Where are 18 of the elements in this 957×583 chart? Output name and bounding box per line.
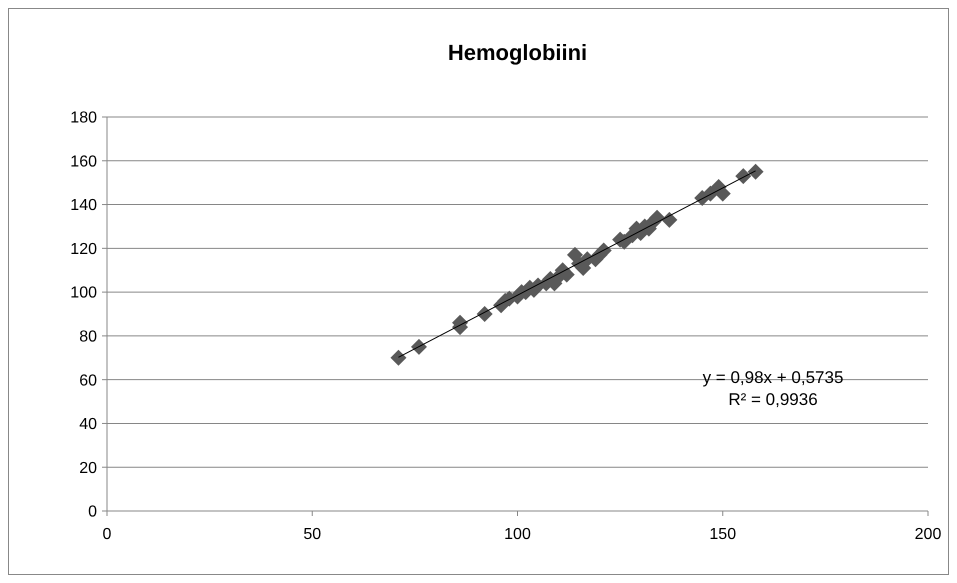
- x-tick-label: 50: [303, 526, 322, 543]
- annotation: R² = 0,9936: [728, 390, 818, 409]
- y-tick-label: 160: [70, 153, 98, 170]
- annotation: y = 0,98x + 0,5735: [702, 368, 844, 387]
- y-tick-label: 140: [70, 197, 98, 214]
- y-tick-label: 180: [70, 110, 98, 127]
- y-tick-label: 40: [79, 416, 98, 434]
- x-tick-label: 0: [102, 526, 112, 543]
- y-tick-label: 100: [70, 284, 98, 302]
- y-tick-label: 20: [79, 460, 98, 477]
- x-tick-label: 150: [709, 526, 736, 543]
- y-tick-label: 120: [70, 240, 98, 258]
- x-tick-label: 200: [914, 526, 942, 543]
- y-tick-label: 60: [79, 372, 98, 390]
- chart-title: Hemoglobiini: [448, 40, 588, 65]
- x-tick-label: 100: [504, 526, 531, 543]
- y-tick-label: 0: [88, 504, 98, 521]
- y-tick-label: 80: [79, 328, 98, 346]
